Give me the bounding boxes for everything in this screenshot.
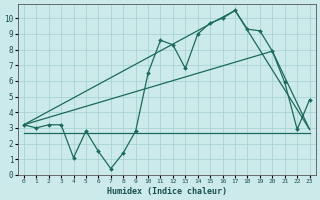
X-axis label: Humidex (Indice chaleur): Humidex (Indice chaleur) [107, 187, 227, 196]
